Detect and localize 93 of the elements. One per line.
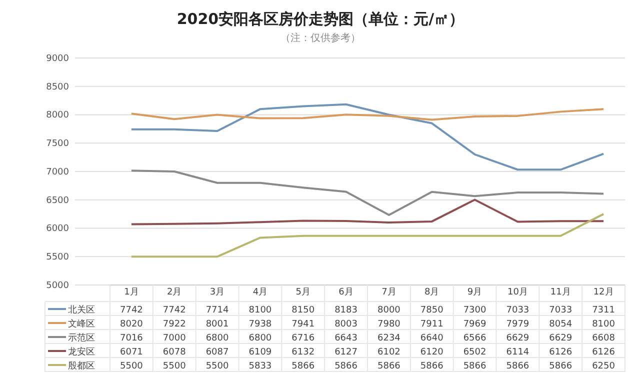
y-tick-label: 6000 <box>46 224 70 234</box>
data-label: 7742 <box>162 306 186 316</box>
x-tick-label: 11月 <box>550 287 571 298</box>
data-label: 5833 <box>248 362 272 372</box>
data-label: 5866 <box>549 362 572 372</box>
data-label: 5866 <box>506 362 530 372</box>
data-label: 8003 <box>334 320 358 330</box>
x-tick-label: 4月 <box>252 287 268 298</box>
data-label: 8020 <box>120 320 144 330</box>
data-label: 6566 <box>463 334 487 344</box>
data-label: 7969 <box>463 320 487 330</box>
data-label: 8054 <box>549 320 572 330</box>
data-label: 6126 <box>549 348 572 358</box>
data-label: 7714 <box>206 306 230 316</box>
data-label: 6078 <box>162 348 186 358</box>
chart-subtitle: （注：仅供参考） <box>280 32 360 44</box>
data-label: 7742 <box>120 306 143 316</box>
line-series <box>130 170 605 216</box>
legend-label: 龙安区 <box>68 346 95 358</box>
x-tick-label: 10月 <box>507 287 528 298</box>
data-label: 8183 <box>334 306 358 316</box>
chart-title: 2020安阳各区房价走势图（单位：元/㎡） <box>176 10 464 28</box>
data-label: 5500 <box>120 362 144 372</box>
data-label: 5866 <box>292 362 315 372</box>
line-series <box>130 108 605 121</box>
data-label: 7941 <box>292 320 315 330</box>
data-label: 6234 <box>378 334 401 344</box>
data-label: 7922 <box>162 320 186 330</box>
data-label: 6629 <box>506 334 530 344</box>
data-label: 5500 <box>162 362 186 372</box>
legend-label: 北关区 <box>68 304 95 316</box>
x-tick-label: 6月 <box>338 287 354 298</box>
data-label: 8000 <box>378 306 401 316</box>
data-label: 6502 <box>463 348 486 358</box>
y-tick-label: 7500 <box>46 139 70 150</box>
legend-label: 文峰区 <box>68 318 95 330</box>
data-label: 7850 <box>420 306 444 316</box>
data-label: 7979 <box>506 320 530 330</box>
y-tick-label: 5000 <box>46 280 70 291</box>
x-tick-label: 7月 <box>382 287 396 298</box>
y-tick-label: 8000 <box>46 110 70 121</box>
data-label: 7016 <box>120 334 144 344</box>
data-label: 5866 <box>463 362 487 372</box>
data-label: 6109 <box>248 348 272 358</box>
data-label: 7911 <box>420 320 444 330</box>
x-tick-label: 8月 <box>424 287 440 298</box>
x-tick-label: 3月 <box>210 287 225 298</box>
legend-label: 示范区 <box>68 332 95 344</box>
data-label: 6640 <box>420 334 444 344</box>
data-label: 6087 <box>206 348 229 358</box>
data-label: 6629 <box>549 334 572 344</box>
line-series <box>130 103 605 171</box>
data-label: 6120 <box>420 348 444 358</box>
data-label: 6127 <box>334 348 358 358</box>
data-label: 6102 <box>378 348 400 358</box>
y-tick-label: 9000 <box>46 54 70 64</box>
data-label: 7980 <box>378 320 401 330</box>
data-label: 8150 <box>292 306 315 316</box>
data-label: 5500 <box>206 362 230 372</box>
data-label: 6132 <box>292 348 315 358</box>
data-label: 7000 <box>162 334 186 344</box>
x-tick-label: 2月 <box>167 287 182 298</box>
x-tick-label: 1月 <box>124 287 139 298</box>
data-label: 7311 <box>592 306 615 316</box>
data-label: 7938 <box>248 320 272 330</box>
data-label: 6716 <box>292 334 315 344</box>
line-series <box>130 198 605 226</box>
y-tick-label: 6500 <box>46 196 70 206</box>
y-tick-label: 5500 <box>46 252 70 263</box>
data-label: 6800 <box>206 334 230 344</box>
data-label: 6800 <box>248 334 272 344</box>
data-label: 6250 <box>592 362 616 372</box>
data-label: 6126 <box>592 348 616 358</box>
line-series <box>130 213 605 258</box>
x-tick-label: 5月 <box>296 287 310 298</box>
data-label: 8100 <box>248 306 272 316</box>
y-tick-label: 8500 <box>46 82 70 92</box>
data-label: 6643 <box>334 334 358 344</box>
data-label: 6608 <box>592 334 616 344</box>
data-label: 6114 <box>506 348 530 358</box>
x-tick-label: 12月 <box>593 287 614 298</box>
legend-label: 殷都区 <box>68 360 95 372</box>
data-label: 5866 <box>420 362 444 372</box>
data-label: 7033 <box>506 306 530 316</box>
y-tick-label: 7000 <box>46 167 70 178</box>
data-label: 7033 <box>549 306 572 316</box>
data-label: 7300 <box>463 306 487 316</box>
data-label: 5866 <box>334 362 358 372</box>
data-label: 5866 <box>378 362 401 372</box>
x-tick-label: 9月 <box>467 287 482 298</box>
data-label: 6071 <box>120 348 143 358</box>
data-label: 8100 <box>592 320 616 330</box>
data-label: 8001 <box>206 320 229 330</box>
